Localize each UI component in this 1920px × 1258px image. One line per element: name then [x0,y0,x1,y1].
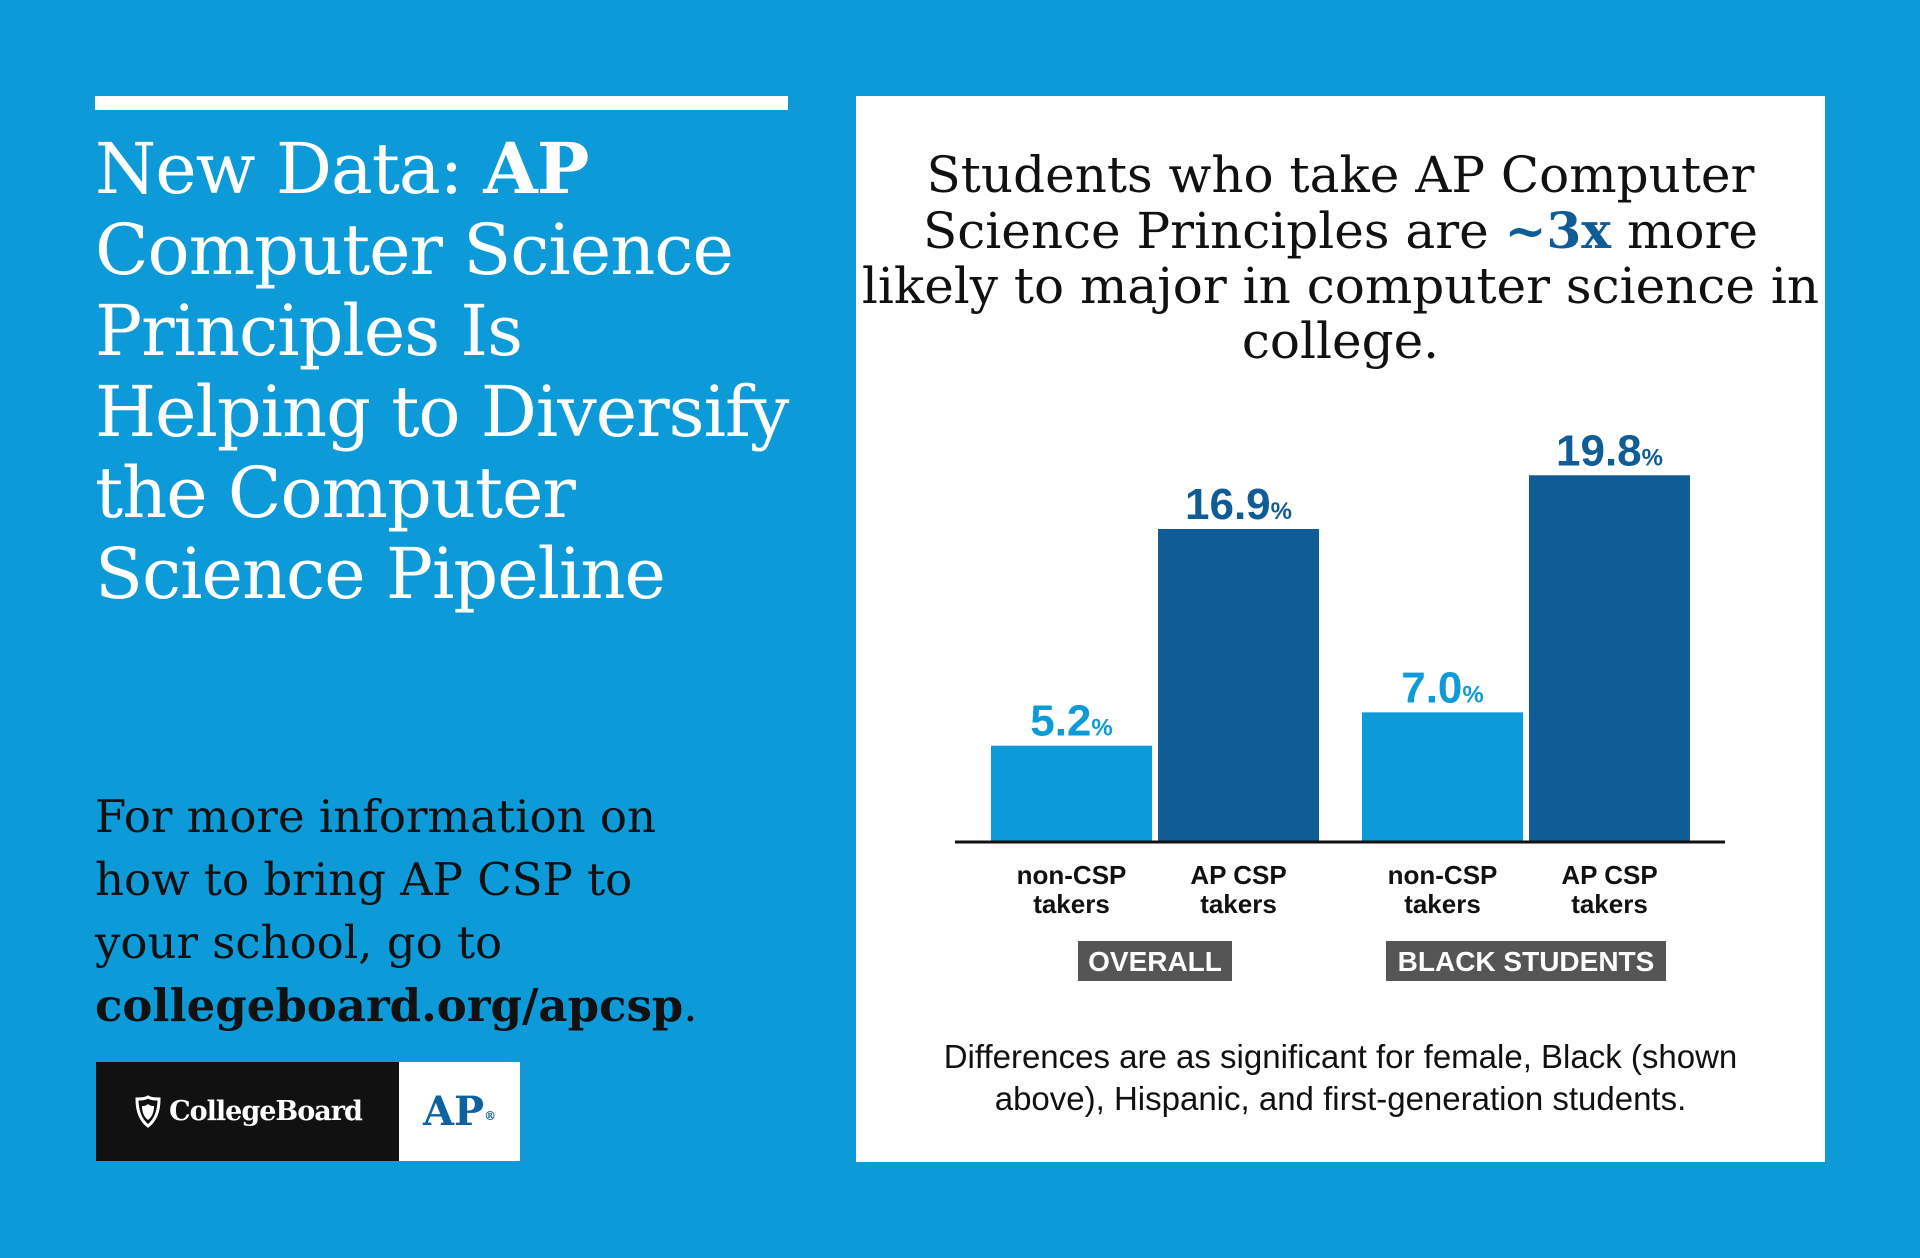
category-tick-label: takers [1571,889,1648,919]
group-label-background [1078,941,1232,981]
collegeboard-wordmark: CollegeBoard [169,1096,363,1127]
group-label: OVERALL [1088,946,1222,977]
bar-value-label: 5.2% [1030,697,1113,746]
ap-wordmark: AP [422,1088,485,1135]
chart-title-part1: Students who take AP Computer Science Pr… [923,146,1755,260]
chart-panel: Students who take AP Computer Science Pr… [856,96,1825,1162]
category-tick-label: takers [1404,889,1481,919]
chart-title: Students who take AP Computer Science Pr… [856,148,1825,369]
bar-value-label: 19.8% [1556,426,1663,475]
page-headline: New Data: AP Computer Science Principles… [95,128,795,615]
info-end: . [683,979,698,1032]
chart-title-emphasis: ~3x [1504,201,1612,260]
category-tick-label: non-CSP [1017,860,1127,890]
bar [1158,528,1319,842]
category-tick-label: takers [1200,889,1277,919]
info-url-link[interactable]: collegeboard.org/apcsp [95,979,684,1032]
headline-prefix: New Data: [95,128,484,210]
group-label-background [1386,941,1666,981]
more-info-text: For more information on how to bring AP … [95,785,735,1037]
collegeboard-logo: CollegeBoard [96,1062,399,1161]
category-tick-label: takers [1033,889,1110,919]
chart-title-part2: more likely to major in computer science… [861,202,1820,370]
ap-registered-mark: ® [484,1108,497,1123]
bar [1362,712,1523,842]
bar [1529,475,1690,842]
category-tick-label: AP CSP [1561,860,1657,890]
logo-bar: CollegeBoard AP ® [96,1062,520,1161]
bar-value-label: 7.0% [1401,663,1484,712]
chart-footnote: Differences are as significant for femal… [943,1038,1738,1117]
headline-bold: AP [483,127,589,210]
bar [991,745,1152,842]
headline-rest: Computer Science Principles Is Helping t… [95,209,789,615]
bar-value-label: 16.9% [1185,480,1292,529]
info-text: For more information on how to bring AP … [95,790,656,969]
category-tick-label: AP CSP [1190,860,1286,890]
group-label: BLACK STUDENTS [1398,946,1655,977]
category-tick-label: non-CSP [1388,860,1498,890]
top-rule [95,96,788,110]
acorn-icon [135,1094,161,1128]
ap-logo: AP ® [399,1062,520,1161]
